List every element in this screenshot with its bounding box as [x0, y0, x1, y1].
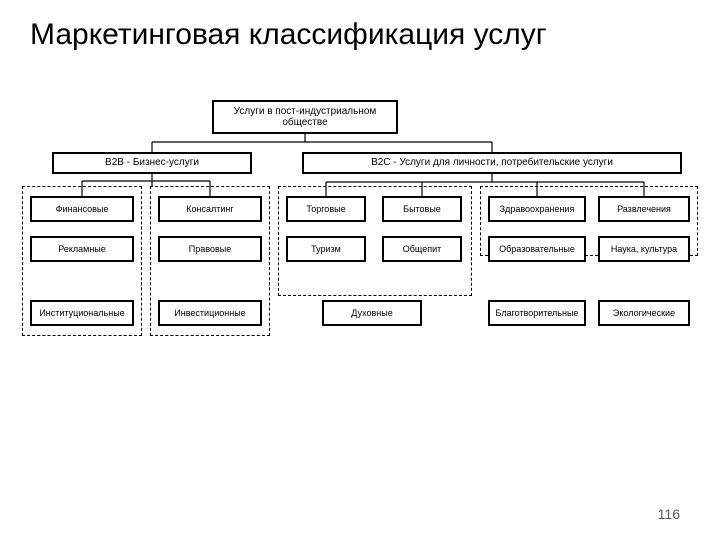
leaf-node-label: Консалтинг [186, 204, 233, 214]
leaf-node: Образовательные [488, 236, 586, 262]
leaf-node-label: Духовные [351, 308, 392, 318]
leaf-node: Экологические [598, 300, 690, 326]
leaf-node: Развлечения [598, 196, 690, 222]
leaf-node-label: Институциональные [39, 308, 124, 318]
leaf-node-label: Бытовые [403, 204, 441, 214]
leaf-node: Инвестиционные [158, 300, 262, 326]
leaf-node-label: Наука, культура [611, 244, 677, 254]
leaf-node: Благотворительные [488, 300, 586, 326]
root-node: Услуги в пост-индустриальном обществе [212, 100, 398, 134]
root-node-label: Услуги в пост-индустриальном обществе [217, 106, 393, 129]
leaf-node-label: Развлечения [617, 204, 671, 214]
leaf-node-label: Общепит [403, 244, 442, 254]
leaf-node-label: Рекламные [58, 244, 106, 254]
branch-node-label: B2B - Бизнес-услуги [105, 157, 199, 169]
leaf-node-label: Инвестиционные [174, 308, 245, 318]
leaf-node: Туризм [286, 236, 366, 262]
leaf-node-label: Финансовые [56, 204, 109, 214]
leaf-node: Здравоохранения [488, 196, 586, 222]
branch-node: B2B - Бизнес-услуги [52, 152, 252, 174]
slide-title: Маркетинговая классификация услуг [30, 18, 690, 52]
classification-diagram: Услуги в пост-индустриальном обществе B2B… [22, 100, 698, 380]
leaf-node: Институциональные [30, 300, 134, 326]
leaf-node-label: Правовые [189, 244, 231, 254]
leaf-node: Финансовые [30, 196, 134, 222]
leaf-node-label: Торговые [306, 204, 345, 214]
leaf-node: Консалтинг [158, 196, 262, 222]
branch-node-label: B2C - Услуги для личности, потребительск… [371, 157, 613, 169]
leaf-node-label: Туризм [311, 244, 341, 254]
leaf-node-label: Экологические [613, 308, 675, 318]
leaf-node: Наука, культура [598, 236, 690, 262]
leaf-node: Рекламные [30, 236, 134, 262]
leaf-node: Правовые [158, 236, 262, 262]
leaf-node: Духовные [322, 300, 422, 326]
leaf-node: Общепит [382, 236, 462, 262]
leaf-node-label: Образовательные [499, 244, 575, 254]
leaf-node-label: Благотворительные [496, 308, 579, 318]
leaf-node: Торговые [286, 196, 366, 222]
branch-node: B2C - Услуги для личности, потребительск… [302, 152, 682, 174]
page-number: 116 [658, 506, 680, 522]
leaf-node-label: Здравоохранения [500, 204, 575, 214]
leaf-node: Бытовые [382, 196, 462, 222]
